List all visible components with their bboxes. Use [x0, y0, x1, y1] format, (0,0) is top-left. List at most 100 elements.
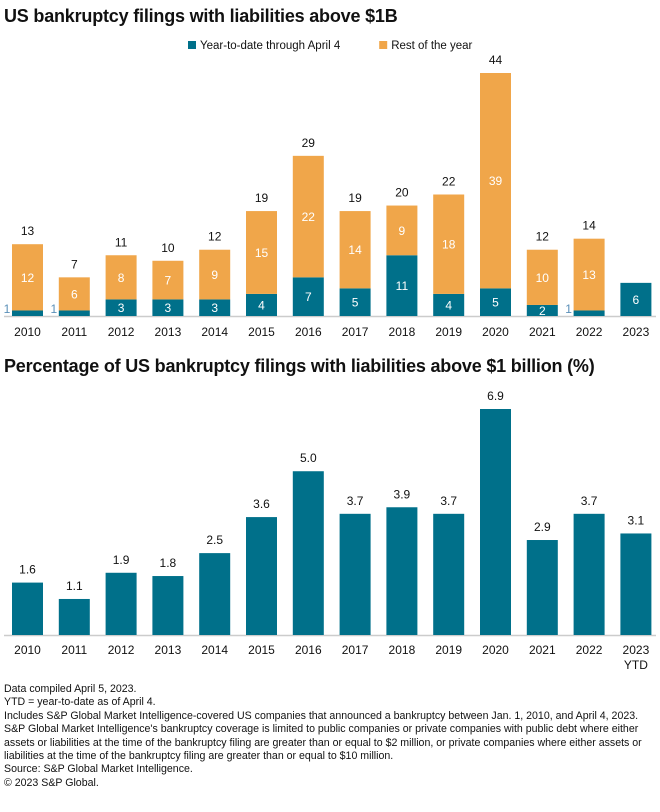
bar-ytd	[339, 288, 371, 316]
bar-rest-of-year	[433, 194, 465, 294]
bar-rest-of-year	[480, 73, 511, 289]
bar	[339, 513, 371, 635]
data-label: 3.7	[581, 494, 598, 508]
x-tick-label: 2021	[529, 325, 556, 339]
data-label-rest: 9	[211, 268, 218, 282]
data-label-total: 20	[395, 186, 409, 200]
legend-swatch	[379, 41, 388, 49]
x-tick-label: 2020	[482, 325, 509, 339]
x-tick-label: 2023	[623, 643, 650, 657]
bar	[105, 572, 137, 635]
data-label-rest: 15	[255, 246, 269, 260]
bar	[433, 513, 465, 635]
x-tick-label: 2010	[14, 325, 41, 339]
bar	[386, 507, 418, 635]
copyright-note: © 2023 S&P Global.	[4, 776, 99, 789]
x-tick-label: 2015	[248, 325, 275, 339]
data-label-total: 22	[442, 175, 456, 189]
bar-ytd	[105, 299, 137, 316]
x-tick-label: 2011	[61, 643, 87, 657]
data-label-total: 44	[489, 53, 503, 67]
legend-label: Rest of the year	[391, 40, 472, 52]
bar-ytd	[620, 282, 652, 316]
bar-ytd	[573, 310, 605, 316]
bar-ytd	[199, 299, 231, 316]
bar	[526, 540, 558, 635]
data-label-total: 19	[255, 191, 269, 205]
data-label-ytd: 2	[539, 304, 546, 318]
note: Includes S&P Global Market Intelligence-…	[4, 709, 639, 722]
data-label: 3.7	[347, 494, 364, 508]
data-label: 3.1	[628, 513, 645, 527]
bar	[480, 409, 511, 635]
x-tick-label: 2016	[295, 643, 322, 657]
bar-rest-of-year	[199, 249, 231, 300]
bar	[292, 471, 324, 635]
bar-rest-of-year	[573, 238, 605, 311]
data-label-total: 11	[115, 235, 128, 249]
x-tick-label: 2014	[201, 643, 228, 657]
x-tick-label: 2010	[14, 643, 41, 657]
x-tick-label: 2023	[623, 325, 650, 339]
data-label-ytd: 11	[396, 279, 409, 293]
x-tick-label: 2022	[576, 643, 603, 657]
data-label: 1.8	[160, 556, 177, 570]
data-label: 3.6	[253, 497, 270, 511]
data-label-rest: 7	[165, 274, 172, 288]
data-label-ytd: 3	[211, 301, 218, 315]
data-label-ytd: 3	[165, 301, 172, 315]
data-label-rest: 8	[118, 271, 125, 285]
x-tick-label: 2021	[529, 643, 556, 657]
data-label-rest: 39	[489, 174, 503, 188]
data-label: 5.0	[300, 451, 317, 465]
x-tick-label: 2022	[576, 325, 603, 339]
data-label-rest: 13	[582, 268, 596, 282]
note: Data compiled April 5, 2023.	[4, 683, 137, 695]
data-label-rest: 14	[348, 243, 362, 257]
bar-rest-of-year	[246, 211, 277, 294]
data-label: 3.7	[440, 494, 457, 508]
data-label-rest: 22	[302, 210, 316, 224]
data-label-rest: 9	[399, 224, 406, 238]
bar	[199, 553, 231, 635]
bar-rest-of-year	[386, 205, 418, 256]
x-tick-label: 2015	[248, 643, 275, 657]
data-label-total: 7	[71, 257, 78, 271]
x-tick-label: 2019	[435, 325, 462, 339]
bar-ytd	[152, 299, 184, 316]
x-tick-label: 2012	[108, 325, 135, 339]
bar-rest-of-year	[58, 277, 90, 311]
x-tick-label: 2018	[389, 325, 416, 339]
data-label-total: 12	[536, 230, 550, 244]
bar-ytd	[246, 293, 277, 316]
bar-rest-of-year	[12, 244, 43, 311]
data-label-rest: 6	[71, 287, 78, 301]
x-tick-label: 2013	[155, 325, 182, 339]
note: YTD = year-to-date as of April 4.	[4, 696, 156, 709]
data-label-ytd: 7	[305, 290, 312, 304]
bar-rest-of-year	[152, 260, 184, 300]
bar	[246, 517, 277, 635]
data-label: 2.5	[206, 533, 223, 547]
x-tick-label: 2019	[435, 643, 462, 657]
data-label: 1.9	[113, 553, 130, 567]
bar	[573, 513, 605, 635]
bar-ytd	[292, 277, 324, 316]
bar-rest-of-year	[292, 155, 324, 278]
x-tick-label: 2012	[108, 643, 135, 657]
chart2-bars: 1.6 2010 1.1 2011 1.9 2012 1.8 2013 2.5 2014 3.6 20…	[4, 389, 656, 672]
bar	[620, 533, 652, 635]
legend-swatch	[188, 41, 196, 49]
data-label-ytd: 6	[633, 293, 640, 307]
data-label: 1.6	[19, 563, 36, 577]
data-label-total: 10	[161, 241, 175, 255]
bar-rest-of-year	[105, 255, 137, 300]
data-label-total: 13	[21, 224, 35, 238]
data-label-ytd: 1	[565, 302, 572, 316]
bar-rest-of-year	[526, 249, 558, 305]
data-label-ytd: 1	[50, 302, 57, 316]
x-tick-label: 2016	[295, 325, 322, 339]
x-tick-label: 2020	[482, 643, 509, 657]
data-label: 2.9	[534, 520, 551, 534]
data-label-ytd: 1	[4, 302, 11, 316]
